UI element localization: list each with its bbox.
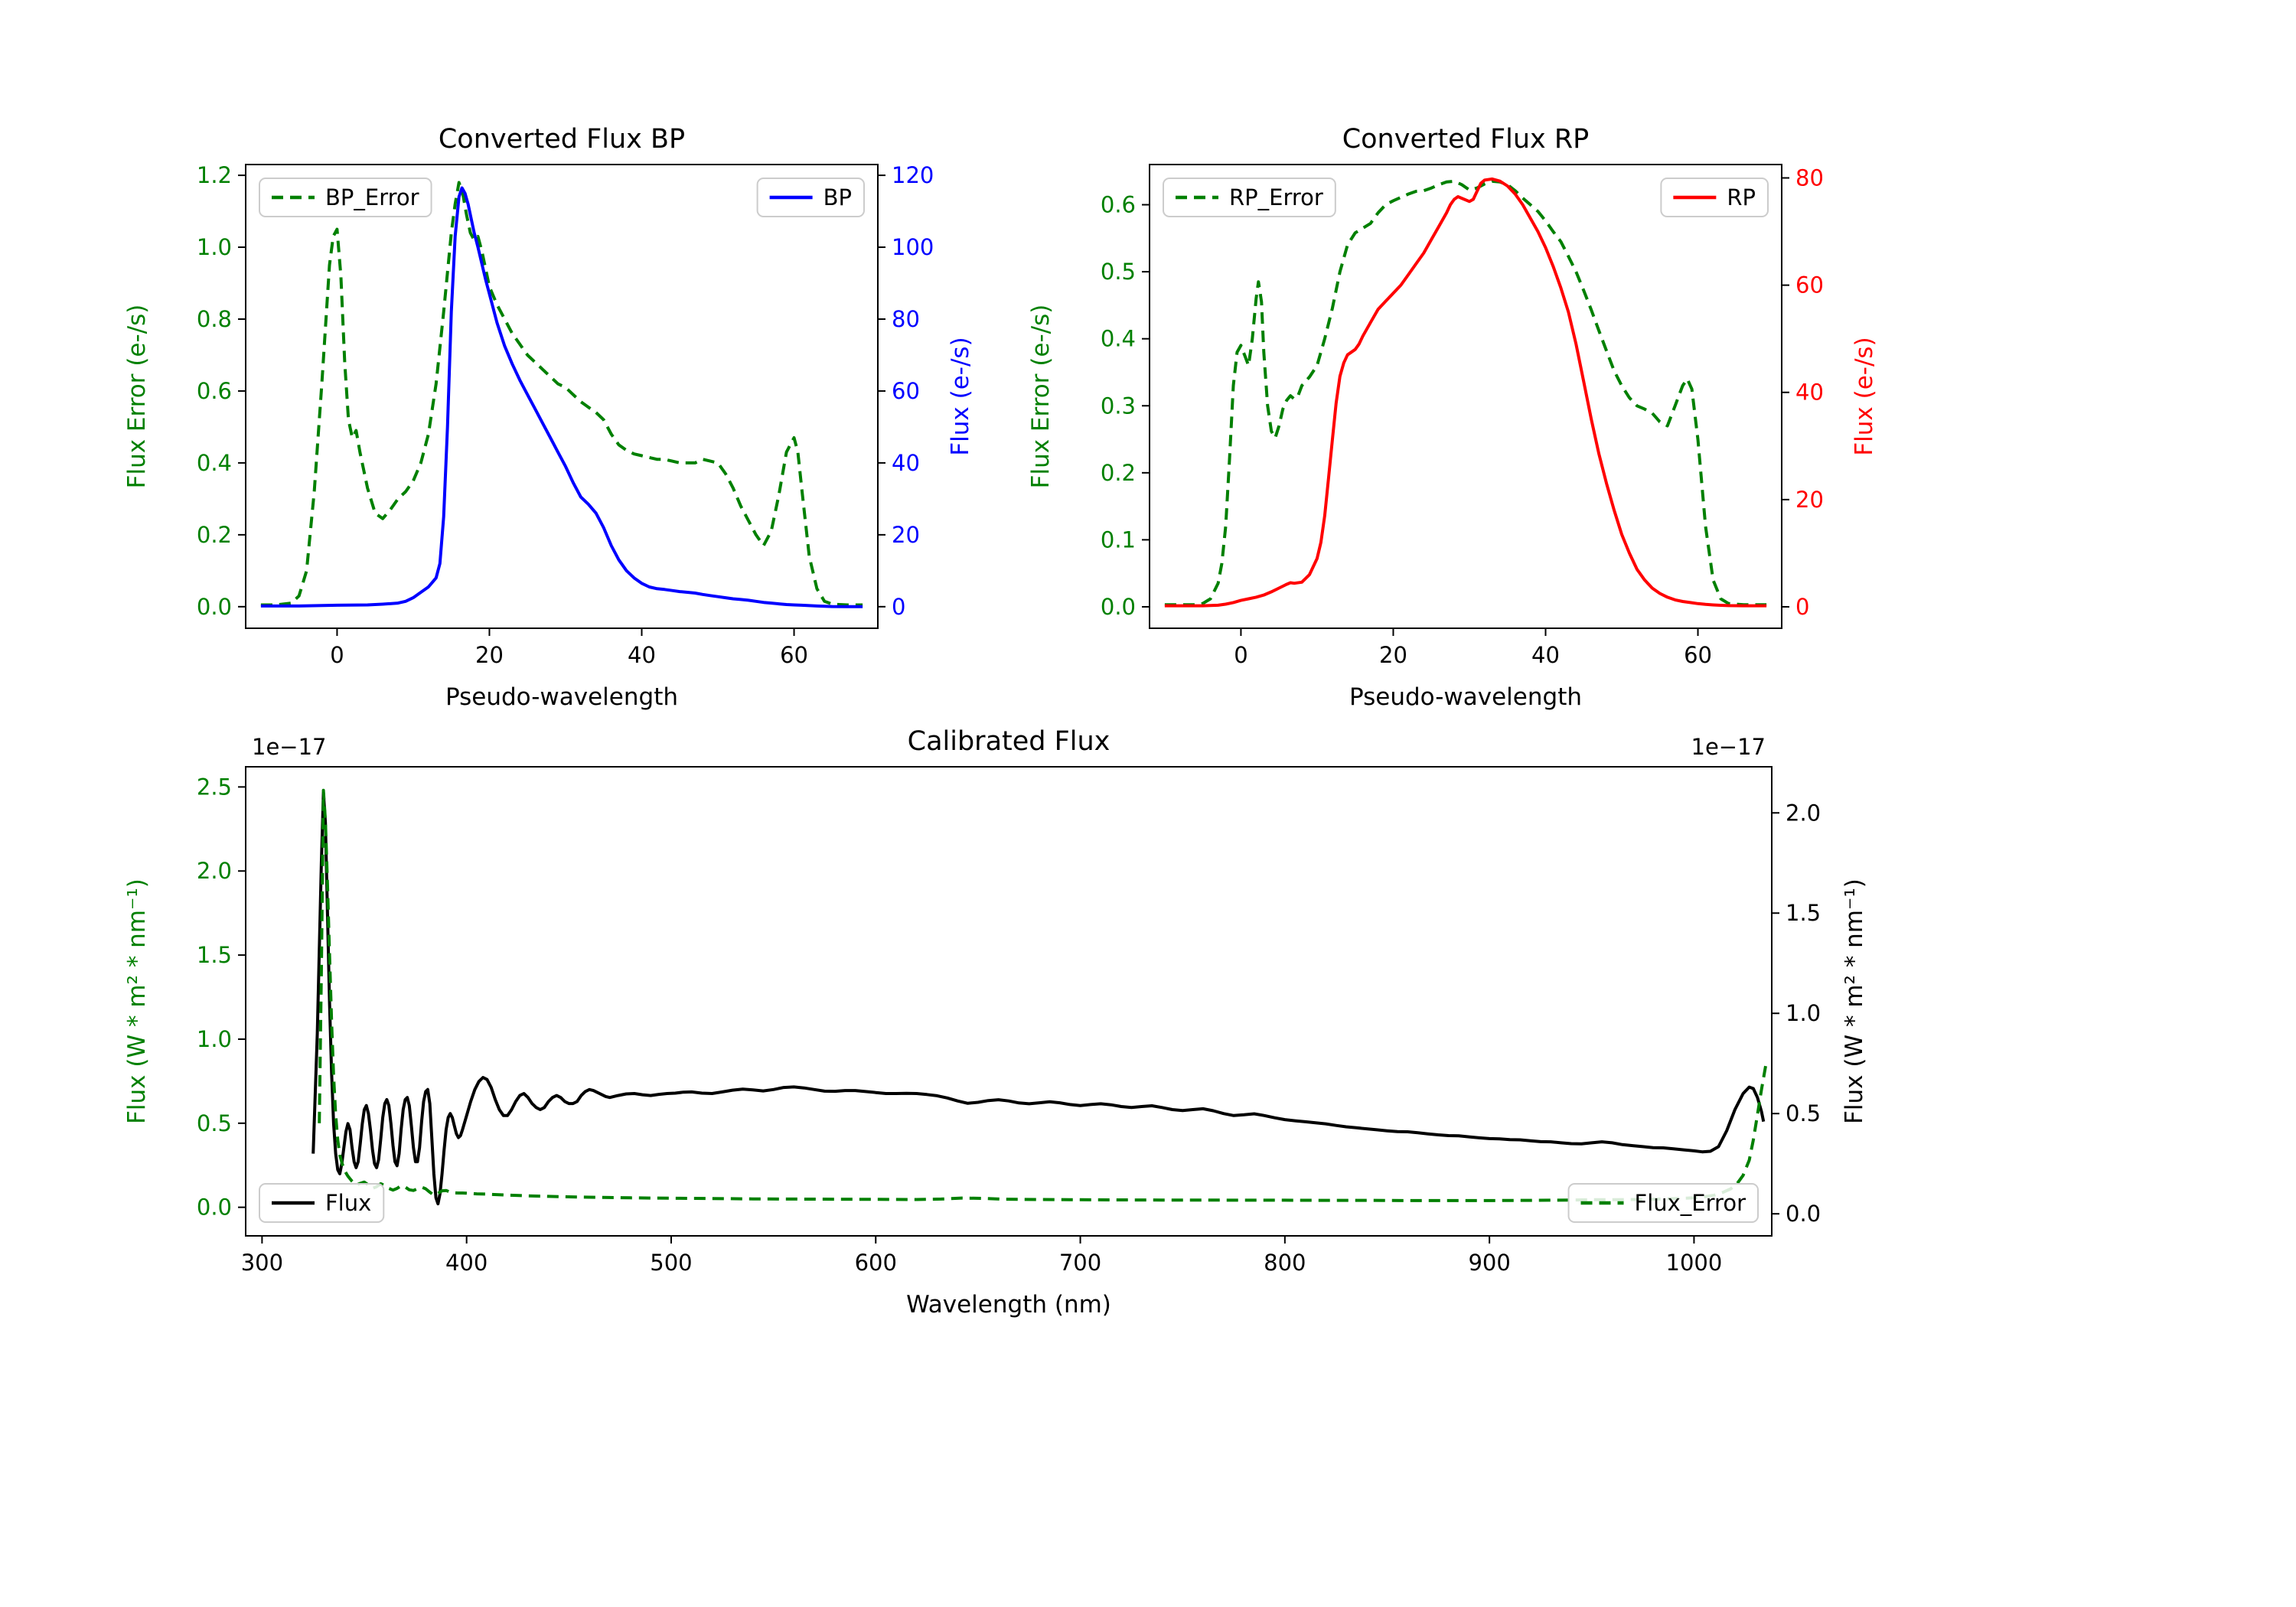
legend-flux: Flux [259,1183,385,1223]
right-axis-label: Flux (W * m² * nm⁻¹) [1841,878,1868,1124]
left-y-tick-label: 0.8 [197,306,232,332]
legend-label: RP_Error [1229,184,1323,210]
x-tick-label: 0 [330,642,344,668]
left-y-tick-label: 0.5 [197,1110,232,1136]
x-tick-label: 40 [628,642,656,668]
right-axis-label: Flux (e-/s) [947,337,974,455]
x-tick-label: 60 [780,642,808,668]
legend-label: BP [823,184,852,210]
right-y-tick-label: 80 [1795,165,1824,191]
x-tick-label: 700 [1059,1250,1101,1276]
left-y-tick-label: 0.1 [1101,526,1136,553]
chart-title: Calibrated Flux [908,726,1110,757]
x-axis-label: Pseudo-wavelength [1349,683,1582,711]
right-y-tick-label: 80 [892,306,920,332]
chart-title: Converted Flux RP [1342,124,1590,155]
right-y-tick-label: 20 [892,522,920,548]
left-y-tick-label: 0.6 [197,378,232,404]
legend-label: BP_Error [325,184,419,210]
left-y-tick-label: 0.2 [197,522,232,548]
right-y-tick-label: 60 [1795,272,1824,298]
left-y-tick-label: 0.5 [1101,259,1136,285]
left-y-tick-label: 2.5 [197,774,232,800]
right-y-tick-label: 40 [892,450,920,476]
left-y-tick-label: 2.0 [197,858,232,884]
x-tick-label: 400 [445,1250,488,1276]
axes-frame [1149,164,1782,629]
left-y-tick-label: 0.4 [1101,326,1136,352]
right-y-tick-label: 120 [892,162,934,188]
right-y-tick-label: 0.0 [1786,1201,1821,1227]
left-axis-label: Flux Error (e-/s) [123,305,151,489]
left-y-tick-label: 0.0 [197,1195,232,1221]
chart-cal: 300 400 500 600 700 800 900 1000 0.0 0.5 1.0 1.5 2.0… [123,726,1868,1319]
legend-label: Flux_Error [1635,1190,1746,1216]
chart-rp: 0 20 40 60 0.0 0.1 0.2 0.3 0.4 0.5 0.6 Flux Error (… [1027,124,1878,711]
left-axis-label: Flux Error (e-/s) [1027,305,1055,489]
x-axis-label: Wavelength (nm) [906,1291,1111,1319]
legend-rp-error: RP_Error [1163,178,1336,217]
left-y-tick-label: 1.2 [197,162,232,188]
flux-error-series-line [318,788,1767,1202]
legend-box [259,178,432,217]
left-y-tick-label: 0.4 [197,450,232,476]
legend-bp: BP [756,178,865,217]
x-tick-label: 900 [1468,1250,1510,1276]
x-tick-label: 300 [241,1250,283,1276]
right-y-tick-label: 1.0 [1786,1000,1821,1026]
x-tick-label: 0 [1234,642,1247,668]
legend-bp-error: BP_Error [259,178,432,217]
legend-rp: RP [1660,178,1769,217]
x-tick-label: 1000 [1666,1250,1723,1276]
left-axis-label: Flux (W * m² * nm⁻¹) [123,878,151,1124]
legend-box [1163,178,1336,217]
chart-bp: 0 20 40 60 0.0 0.2 0.4 0.6 0.8 1.0 1.2 Flux Error (… [123,124,974,711]
right-y-tick-label: 0 [1795,594,1809,620]
axes-frame [245,766,1773,1237]
bp-series-line [260,186,863,608]
right-axis-label: Flux (e-/s) [1851,337,1878,455]
right-y-tick-label: 40 [1795,380,1824,406]
x-tick-label: 20 [475,642,504,668]
rp-series-line [1164,177,1767,608]
x-tick-label: 800 [1264,1250,1306,1276]
bp-error-series-line [260,181,863,607]
x-tick-label: 600 [855,1250,897,1276]
right-offset-text: 1e−17 [1691,734,1766,760]
legend-flux-error: Flux_Error [1567,1183,1759,1223]
right-y-tick-label: 0 [892,594,905,620]
legend-label: Flux [325,1190,371,1216]
left-y-tick-label: 0.0 [197,594,232,620]
x-tick-label: 20 [1379,642,1407,668]
legend-box [1567,1183,1759,1223]
left-y-tick-label: 1.5 [197,942,232,968]
right-y-tick-label: 2.0 [1786,800,1821,826]
right-y-tick-label: 60 [892,378,920,404]
x-tick-label: 60 [1684,642,1712,668]
flux-series-line [311,791,1766,1206]
right-y-tick-label: 100 [892,234,934,260]
left-y-tick-label: 1.0 [197,234,232,260]
left-offset-text: 1e−17 [252,734,327,760]
x-tick-label: 500 [650,1250,692,1276]
left-y-tick-label: 0.3 [1101,393,1136,419]
legend-label: RP [1727,184,1756,210]
left-y-tick-label: 0.0 [1101,594,1136,620]
rp-error-series-line [1164,179,1767,607]
legend-box [259,1183,385,1223]
left-y-tick-label: 1.0 [197,1026,232,1052]
left-y-tick-label: 0.2 [1101,460,1136,486]
x-tick-label: 40 [1531,642,1560,668]
axes-frame [245,164,879,629]
right-y-tick-label: 20 [1795,487,1824,513]
chart-title: Converted Flux BP [439,124,685,155]
right-y-tick-label: 1.5 [1786,900,1821,926]
right-y-tick-label: 0.5 [1786,1100,1821,1126]
x-axis-label: Pseudo-wavelength [445,683,678,711]
left-y-tick-label: 0.6 [1101,192,1136,218]
